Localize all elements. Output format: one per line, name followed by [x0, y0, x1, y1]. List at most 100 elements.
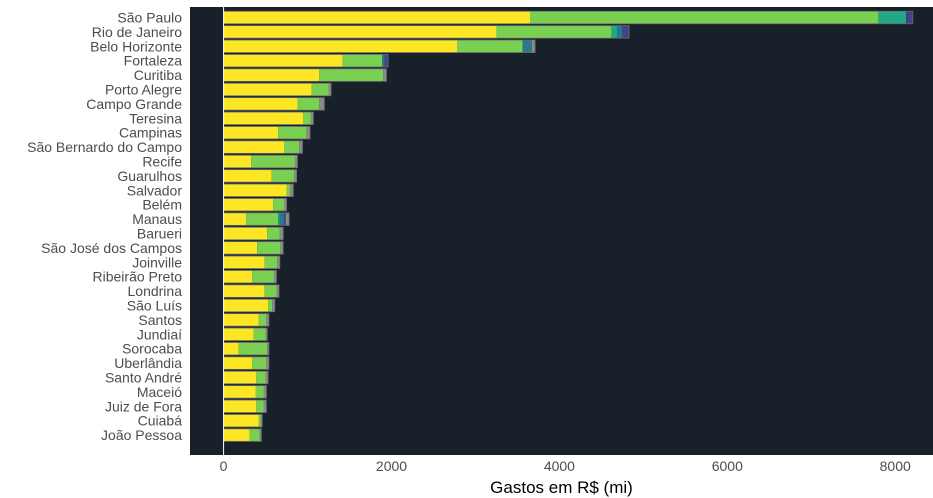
- category-label-curitiba: Curitiba: [134, 67, 182, 83]
- x-tick-label-2000: 2000: [376, 458, 407, 474]
- bar-segment-santos-s1: [223, 313, 259, 327]
- bar-segment-joao-pessoa-s1: [223, 428, 250, 442]
- bar-segment-joinville-s6: [277, 256, 280, 269]
- bar-segment-sao-bernardo-do-campo-s2: [284, 140, 300, 154]
- category-label-juiz-de-fora: Juiz de Fora: [105, 398, 182, 414]
- x-tick-label-4000: 4000: [544, 458, 575, 474]
- category-label-sao-luis: São Luís: [127, 298, 182, 314]
- x-axis-title: Gastos em R$ (mi): [490, 478, 633, 497]
- bar-segment-juiz-de-fora-s6: [263, 400, 267, 413]
- bar-segment-porto-alegre-s6: [328, 83, 332, 96]
- bar-segment-santos-s6: [266, 313, 269, 327]
- bar-segment-belem-s6: [284, 198, 287, 211]
- bar-segment-sao-luis-s2: [268, 299, 273, 312]
- bar-segment-manaus-s2: [246, 212, 279, 226]
- category-label-salvador: Salvador: [127, 182, 183, 198]
- bar-segment-cuiaba-s1: [223, 414, 259, 427]
- bar-segment-cuiaba-s2: [258, 414, 261, 427]
- bar-segment-sao-luis-s6: [272, 299, 275, 312]
- bar-segment-teresina-s1: [223, 112, 304, 125]
- bar-segment-salvador-s2: [286, 184, 290, 197]
- bar-segment-sao-jose-dos-campos-s6: [280, 241, 284, 255]
- bar-segment-uberlandia-s1: [223, 356, 253, 370]
- bar-segment-fortaleza-s1: [223, 54, 343, 67]
- bar-segment-campo-grande-s6: [319, 97, 325, 111]
- bar-segment-londrina-s2: [264, 284, 277, 298]
- category-label-recife: Recife: [142, 154, 182, 170]
- bar-segment-belem-s2: [273, 198, 285, 211]
- bar-segment-rio-de-janeiro-s2: [496, 25, 612, 39]
- category-label-sao-jose-dos-campos: São José dos Campos: [41, 240, 182, 256]
- bar-segment-campo-grande-s1: [223, 97, 298, 111]
- bar-segment-jundiai-s2: [253, 328, 266, 341]
- bar-segment-sao-bernardo-do-campo-s6: [299, 140, 303, 154]
- bar-segment-guarulhos-s1: [223, 169, 272, 183]
- category-label-santo-andre: Santo André: [105, 370, 182, 386]
- bar-segment-uberlandia-s2: [252, 356, 267, 370]
- bar-segment-sao-paulo-s2: [530, 11, 879, 24]
- bar-segment-campo-grande-s2: [297, 97, 320, 111]
- category-label-campo-grande: Campo Grande: [86, 96, 182, 112]
- bar-segment-manaus-s3: [278, 212, 280, 226]
- bar-segment-ribeirao-preto-s6: [273, 270, 277, 283]
- bar-segment-manaus-s6: [285, 212, 290, 226]
- bar-segment-ribeirao-preto-s2: [252, 270, 274, 283]
- bar-segment-joinville-s1: [223, 256, 265, 269]
- bar-segment-cuiaba-s6: [260, 414, 263, 427]
- bar-segment-santo-andre-s2: [256, 371, 266, 384]
- bar-segment-campinas-s6: [306, 126, 311, 139]
- bar-segment-rio-de-janeiro-s3: [611, 25, 618, 39]
- bar-segment-rio-de-janeiro-s5: [622, 25, 630, 39]
- category-label-barueri: Barueri: [137, 226, 182, 242]
- bar-segment-londrina-s6: [276, 284, 279, 298]
- category-label-campinas: Campinas: [119, 125, 182, 141]
- bar-segment-barueri-s6: [279, 227, 284, 240]
- category-label-cuiaba: Cuiabá: [138, 413, 183, 429]
- bar-segment-salvador-s6: [289, 184, 294, 197]
- category-label-guarulhos: Guarulhos: [117, 168, 182, 184]
- x-tick-labels: 0 2000 4000 6000 8000: [220, 458, 911, 474]
- category-label-porto-alegre: Porto Alegre: [105, 82, 182, 98]
- bar-segment-sao-luis-s1: [223, 299, 269, 312]
- category-label-joao-pessoa: João Pessoa: [101, 427, 182, 443]
- bar-segment-belo-horizonte-s6: [531, 40, 536, 53]
- bar-segment-fortaleza-s2: [342, 54, 383, 67]
- bar-segment-sorocaba-s2: [238, 342, 268, 355]
- bar-segment-manaus-s5: [284, 212, 286, 226]
- bar-segment-campinas-s1: [223, 126, 279, 139]
- bar-segment-sao-jose-dos-campos-s2: [257, 241, 281, 255]
- category-label-joinville: Joinville: [132, 254, 182, 270]
- x-tick-label-8000: 8000: [880, 458, 911, 474]
- bar-segment-barueri-s2: [267, 227, 280, 240]
- category-label-teresina: Teresina: [129, 110, 182, 126]
- bar-segment-sao-paulo-s1: [223, 11, 531, 24]
- bar-segment-uberlandia-s6: [266, 356, 269, 370]
- bar-segment-recife-s1: [223, 155, 252, 168]
- bar-segment-rio-de-janeiro-s1: [223, 25, 497, 39]
- category-label-rio-de-janeiro: Rio de Janeiro: [92, 24, 182, 40]
- bar-segment-campinas-s2: [278, 126, 307, 139]
- bar-segment-ribeirao-preto-s1: [223, 270, 253, 283]
- bar-segment-maceio-s6: [263, 385, 267, 399]
- category-label-belem: Belém: [142, 197, 182, 213]
- bar-segment-belo-horizonte-s1: [223, 40, 457, 53]
- bar-segment-jundiai-s6: [265, 328, 268, 341]
- bar-segment-rio-de-janeiro-s4: [617, 25, 623, 39]
- bar-segment-santo-andre-s6: [265, 371, 269, 384]
- bar-segment-porto-alegre-s2: [311, 83, 329, 96]
- bar-segment-recife-s6: [294, 155, 298, 168]
- bar-segment-guarulhos-s6: [294, 169, 297, 183]
- x-tick-label-6000: 6000: [712, 458, 743, 474]
- bar-segment-juiz-de-fora-s1: [223, 400, 257, 413]
- category-label-londrina: Londrina: [128, 283, 183, 299]
- bar-segment-sorocaba-s1: [223, 342, 239, 355]
- bar-segment-sao-paulo-s5: [906, 11, 913, 24]
- bar-segment-manaus-s4: [279, 212, 285, 226]
- bar-segment-curitiba-s2: [319, 68, 384, 82]
- bar-segment-sao-paulo-s3: [878, 11, 907, 24]
- bars-group: [223, 10, 914, 442]
- bar-segment-joao-pessoa-s6: [259, 428, 262, 442]
- bar-segment-curitiba-s6: [383, 68, 387, 82]
